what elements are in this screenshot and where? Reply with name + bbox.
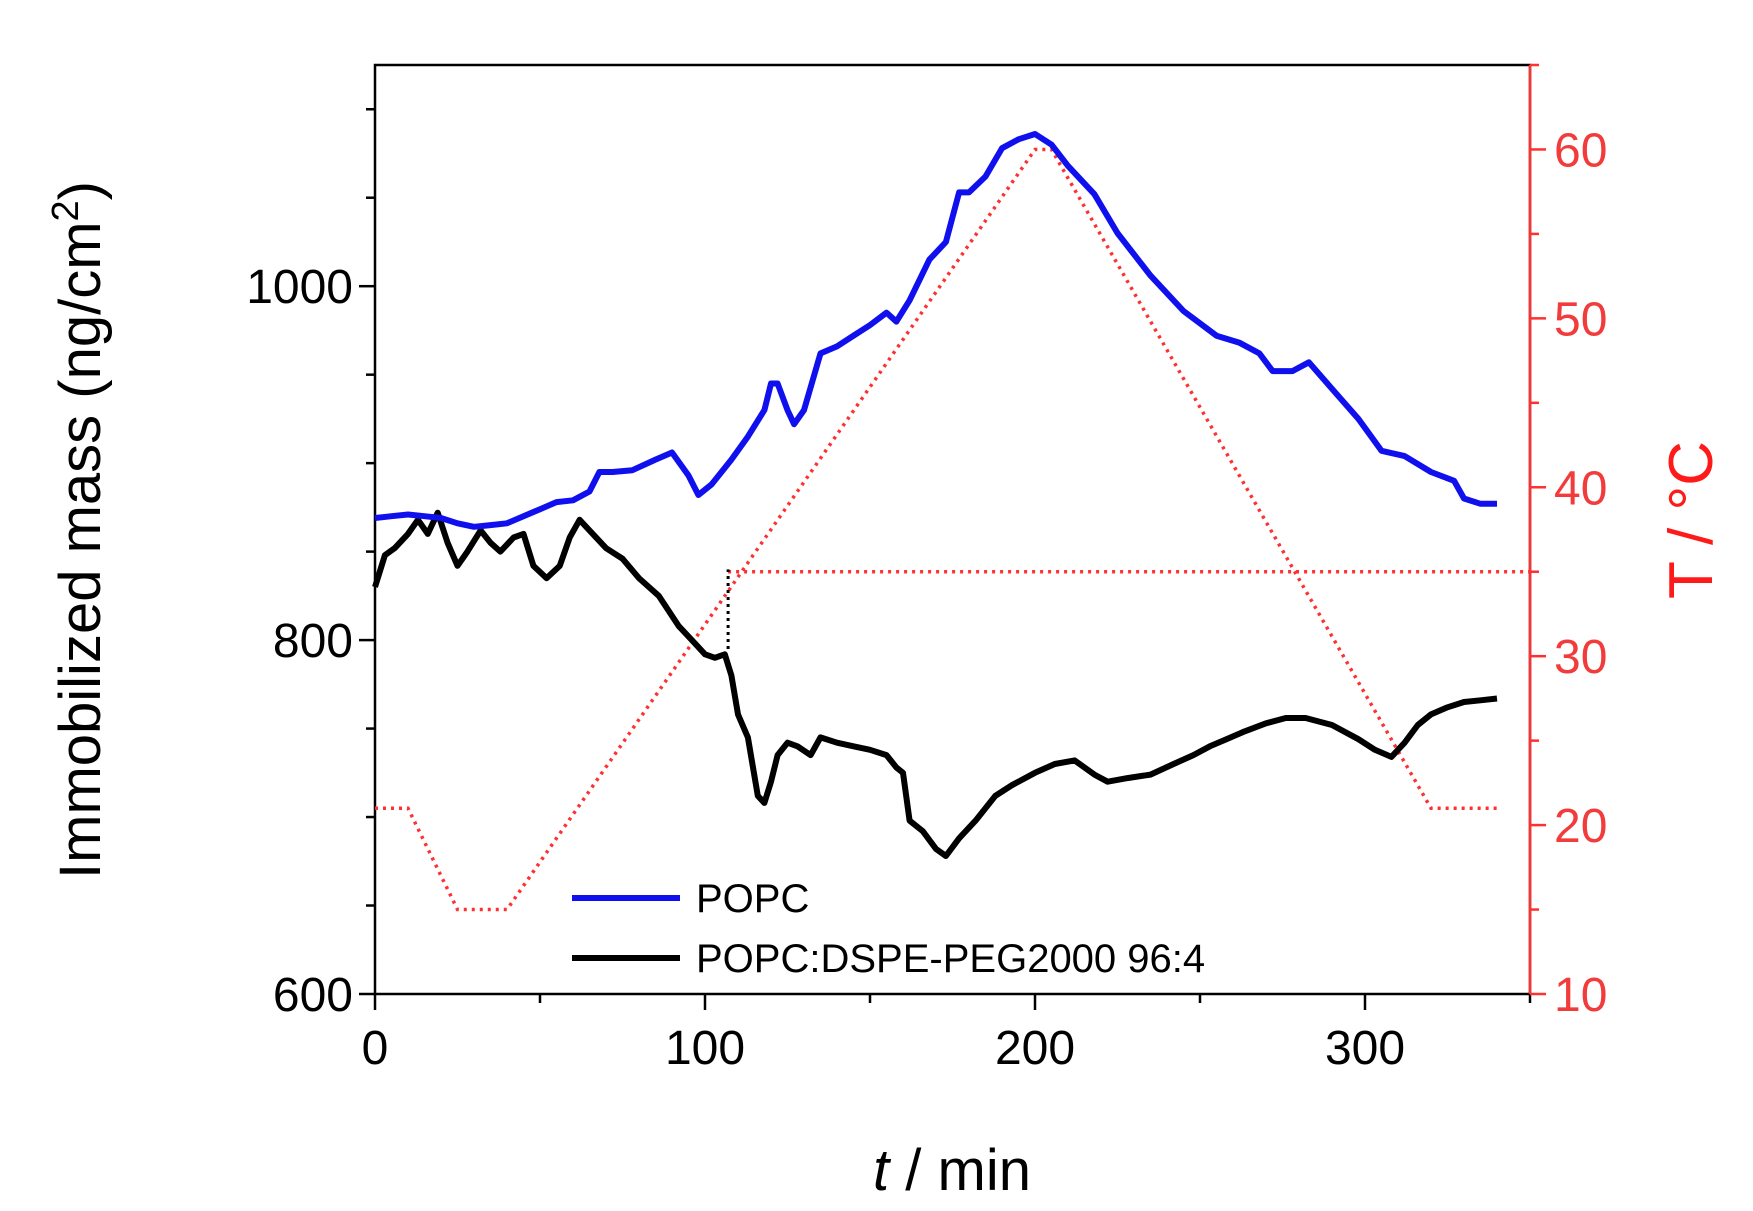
x-tick-label: 100 <box>665 1022 745 1075</box>
y2-axis-title: T / °C <box>1657 441 1726 599</box>
x-axis-title-rest: / min <box>889 1138 1031 1203</box>
y-axis-title-main: Immobilized mass (ng/cm <box>48 221 113 878</box>
legend-label-peg: POPC:DSPE-PEG2000 96:4 <box>696 937 1205 981</box>
y2-tick-label: 40 <box>1554 462 1607 515</box>
y-axis-ticks: 600 800 1000 <box>246 107 375 1022</box>
y-axis-title: Immobilized mass (ng/cm2) <box>45 181 113 879</box>
y2-axis-ticks: 10 20 30 40 50 60 <box>1530 63 1607 1022</box>
x-axis-ticks: 0 100 200 300 <box>362 994 1532 1075</box>
x-axis-title: t / min <box>873 1138 1031 1203</box>
y2-tick-label: 20 <box>1554 800 1607 853</box>
y2-tick-label: 50 <box>1554 293 1607 346</box>
series-line-popc-dspe-peg2000 <box>372 509 1498 859</box>
series-layer <box>372 131 1530 912</box>
y-axis-title-sup: 2 <box>45 200 87 221</box>
x-tick-label: 200 <box>995 1022 1075 1075</box>
x-axis-title-italic: t <box>873 1138 892 1203</box>
y-tick-label: 800 <box>273 615 353 668</box>
y-tick-label: 600 <box>273 969 353 1022</box>
y2-tick-label: 30 <box>1554 631 1607 684</box>
x-tick-label: 300 <box>1325 1022 1405 1075</box>
legend: POPC POPC:DSPE-PEG2000 96:4 <box>572 877 1205 981</box>
series-line-popc <box>374 131 1497 530</box>
y-axis-title-close: ) <box>48 181 113 200</box>
y-tick-label: 1000 <box>246 261 353 314</box>
y2-tick-label: 60 <box>1554 124 1607 177</box>
x-tick-label: 0 <box>362 1022 389 1075</box>
plot-frame <box>373 63 1532 996</box>
y2-tick-label: 10 <box>1554 969 1607 1022</box>
legend-label-popc: POPC <box>696 877 809 921</box>
series-line-temperature <box>375 147 1497 912</box>
